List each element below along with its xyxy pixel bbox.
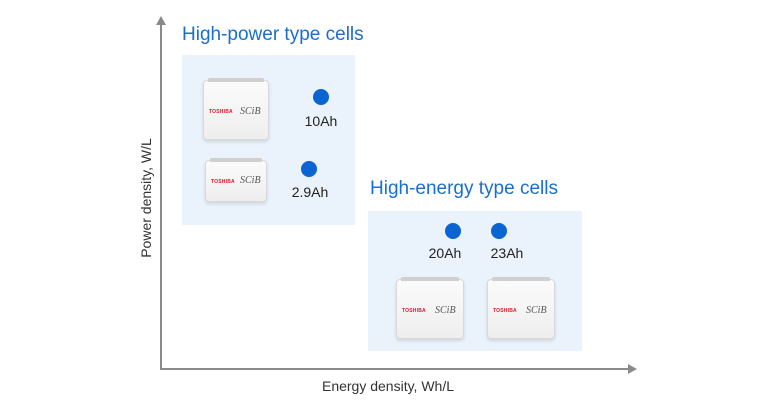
cell-model-label: SCiB (240, 106, 261, 117)
cell-image-23ah: TOSHIBA SCiB (487, 277, 555, 339)
data-point-10ah (313, 89, 329, 105)
y-axis-label: Power density, W/L (138, 138, 154, 258)
cell-model-label: SCiB (240, 175, 261, 186)
cell-brand-logo: TOSHIBA (493, 308, 517, 314)
cell-brand-logo: TOSHIBA (209, 109, 233, 115)
capacity-label-20ah: 20Ah (428, 245, 462, 261)
capacity-label-2-9ah: 2.9Ah (291, 184, 329, 200)
x-axis-line (160, 368, 630, 370)
capacity-label-10ah: 10Ah (304, 113, 338, 129)
cell-image-2-9ah: TOSHIBA SCiB (205, 158, 267, 202)
cell-model-label: SCiB (526, 305, 547, 316)
capacity-label-23ah: 23Ah (490, 245, 524, 261)
high-energy-group-title: High-energy type cells (370, 178, 558, 199)
cell-brand-logo: TOSHIBA (211, 179, 235, 185)
x-axis-arrow (628, 364, 637, 374)
data-point-23ah (491, 223, 507, 239)
y-axis-arrow (156, 16, 166, 25)
x-axis-label: Energy density, Wh/L (321, 378, 455, 394)
cell-image-20ah: TOSHIBA SCiB (396, 277, 464, 339)
y-axis-line (160, 22, 162, 370)
high-power-group-title: High-power type cells (182, 24, 364, 45)
data-point-2-9ah (301, 161, 317, 177)
cell-model-label: SCiB (435, 305, 456, 316)
data-point-20ah (445, 223, 461, 239)
cell-image-10ah: TOSHIBA SCiB (203, 78, 269, 140)
cell-brand-logo: TOSHIBA (402, 308, 426, 314)
